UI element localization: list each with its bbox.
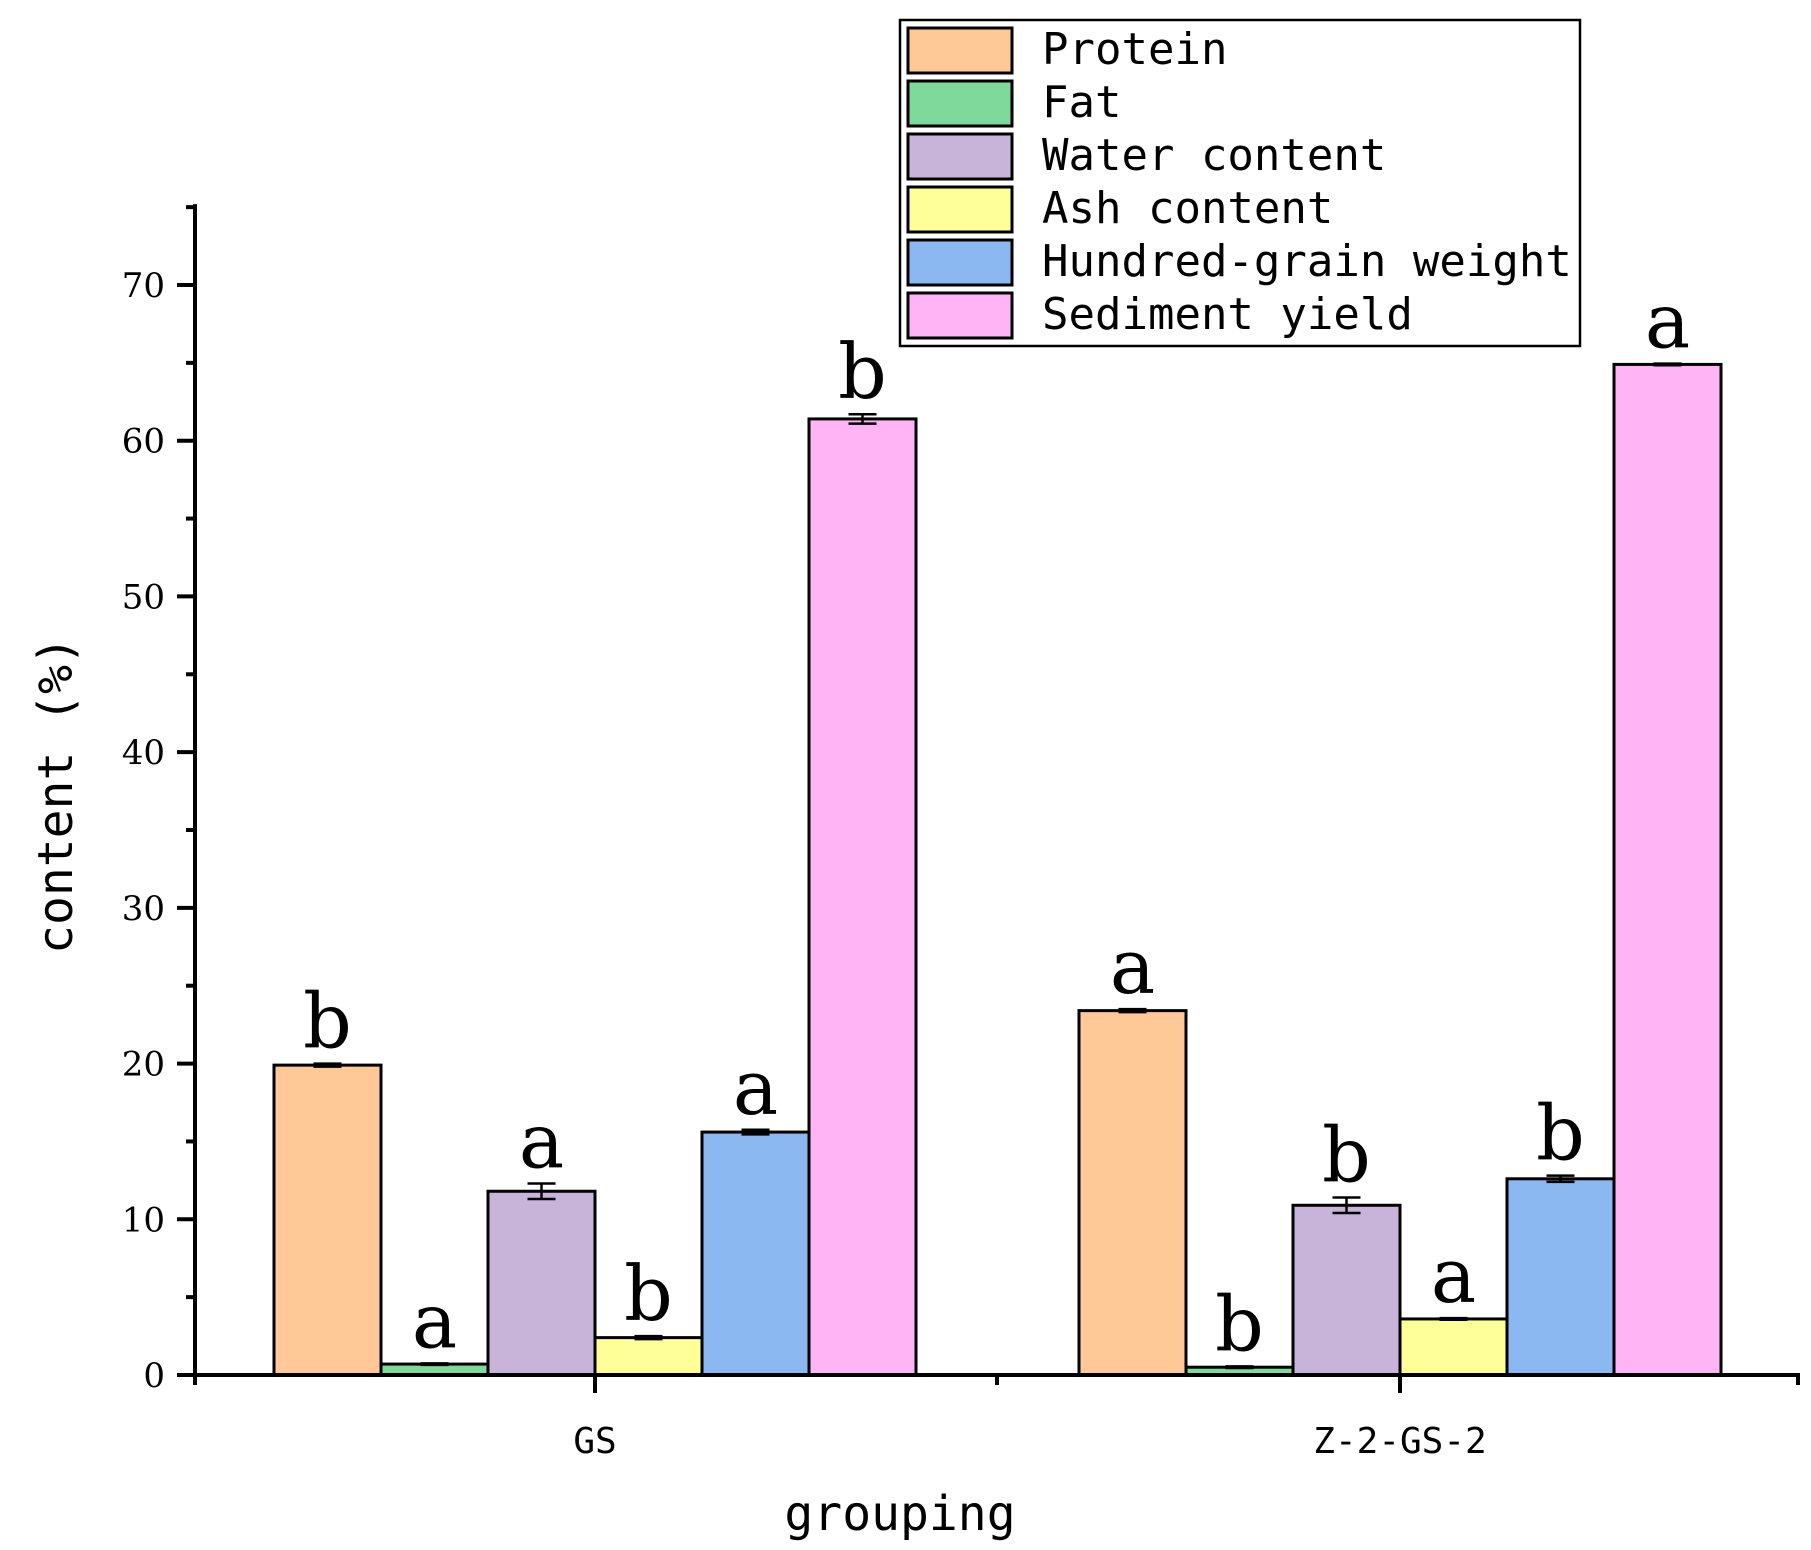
error-bar — [1118, 1007, 1147, 1014]
error-bar — [848, 412, 877, 425]
error-bar — [741, 1128, 770, 1136]
error-bar — [1546, 1174, 1575, 1184]
bar-ash-content-z-2-gs-2 — [1398, 1317, 1509, 1377]
legend-label: Protein — [1042, 24, 1227, 75]
legend-label: Fat — [1042, 77, 1121, 128]
bar-sediment-yield-z-2-gs-2 — [1612, 362, 1723, 1377]
x-axis-category-labels: GS Z-2-GS-2 — [573, 1421, 1486, 1462]
bar-water-content-z-2-gs-2 — [1291, 1203, 1402, 1377]
significance-letter: b — [1536, 1089, 1585, 1178]
x-axis-category-label: Z-2-GS-2 — [1313, 1421, 1486, 1462]
legend-swatch — [906, 238, 1014, 287]
bar-protein-z-2-gs-2 — [1077, 1009, 1188, 1377]
significance-letter: a — [1431, 1231, 1476, 1320]
significance-letter: b — [303, 977, 352, 1066]
axes — [193, 204, 1800, 1393]
y-axis-tick-label: 50 — [122, 577, 165, 617]
bar-hundred-grain-weight-z-2-gs-2 — [1505, 1177, 1616, 1377]
x-axis-category-label: GS — [573, 1421, 616, 1462]
significance-letter: a — [412, 1276, 457, 1365]
significance-letter: b — [624, 1249, 673, 1338]
error-bar — [1225, 1365, 1254, 1370]
bars-layer — [272, 362, 1723, 1377]
legend-label: Ash content — [1042, 183, 1333, 234]
error-bar — [420, 1362, 449, 1367]
error-bar — [634, 1334, 663, 1341]
bar-hundred-grain-weight-gs — [700, 1130, 811, 1377]
legend-label: Hundred-grain weight — [1042, 236, 1572, 287]
significance-letter: a — [1110, 922, 1155, 1011]
legend-swatch — [906, 26, 1014, 75]
y-axis-ticks: 0 10 20 30 40 50 60 70 — [122, 205, 195, 1396]
error-bar — [1332, 1196, 1361, 1215]
error-bars-layer — [313, 362, 1682, 1370]
significance-letter: b — [1215, 1279, 1264, 1368]
y-axis-tick-label: 20 — [122, 1045, 165, 1085]
significance-letter: a — [733, 1043, 778, 1132]
y-axis-tick-label: 70 — [122, 266, 165, 306]
y-axis-title: content (%) — [28, 636, 84, 954]
legend-swatch — [906, 132, 1014, 181]
bar-protein-gs — [272, 1063, 383, 1377]
significance-letter: b — [838, 327, 887, 416]
y-axis-tick-label: 60 — [122, 422, 165, 462]
bar-water-content-gs — [486, 1189, 597, 1377]
significance-letter: a — [519, 1096, 564, 1185]
y-axis-tick-label: 10 — [122, 1200, 165, 1240]
error-bar — [313, 1062, 342, 1068]
bar-sediment-yield-gs — [807, 417, 918, 1377]
legend-label: Sediment yield — [1042, 289, 1413, 340]
legend-swatch — [906, 185, 1014, 234]
legend-swatch — [906, 79, 1014, 128]
legend-swatch — [906, 291, 1014, 340]
bar-ash-content-gs — [593, 1336, 704, 1377]
error-bar — [1653, 362, 1682, 367]
x-axis-title: grouping — [784, 1486, 1015, 1542]
legend-label: Water content — [1042, 130, 1386, 181]
y-axis-tick-label: 30 — [122, 889, 165, 929]
y-axis-tick-label: 0 — [143, 1356, 165, 1396]
significance-letter: a — [1645, 277, 1690, 366]
y-axis-tick-label: 40 — [122, 733, 165, 773]
error-bar — [527, 1182, 556, 1201]
error-bar — [1439, 1316, 1468, 1321]
significance-letter: b — [1322, 1110, 1371, 1199]
